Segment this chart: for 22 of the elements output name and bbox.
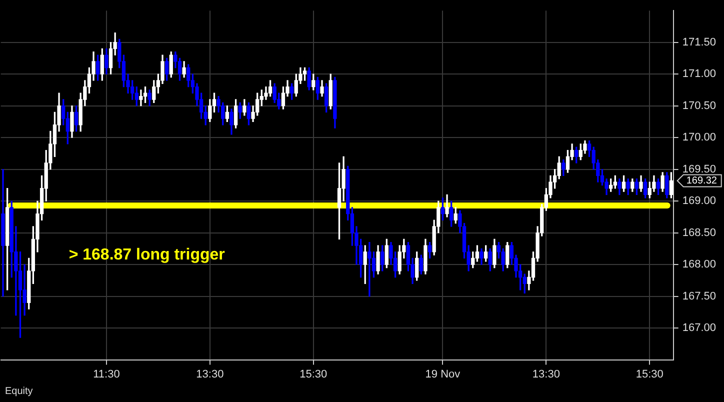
candlestick [139, 90, 143, 106]
x-tick-label: 11:30 [93, 368, 120, 380]
x-tick-label: 15:30 [636, 368, 664, 380]
y-tick-label: 170.50 [682, 100, 716, 112]
text: 169.32 [686, 176, 718, 187]
x-tick-label: 13:30 [196, 368, 224, 380]
annotation: > 168.87 long trigger [68, 246, 225, 264]
candlestick [1, 169, 5, 297]
text: Equity [5, 386, 33, 397]
y-tick-label: 169.00 [682, 195, 716, 208]
x-tick-label: 13:30 [532, 368, 560, 380]
candlestick [368, 242, 372, 297]
y-tick-label: 171.50 [682, 36, 716, 48]
y-tick-label: 168.50 [682, 226, 716, 239]
x-tick-label: 19 Nov [425, 368, 461, 380]
y-tick-label: 167.50 [682, 290, 716, 302]
y-tick-label: 168.00 [682, 258, 716, 271]
y-tick-label: 170.00 [682, 132, 716, 144]
x-tick-label: 15:30 [300, 368, 328, 380]
y-tick-label: 167.00 [682, 322, 716, 334]
y-tick-label: 171.00 [682, 68, 716, 80]
y-tick-label: 169.50 [682, 163, 716, 176]
